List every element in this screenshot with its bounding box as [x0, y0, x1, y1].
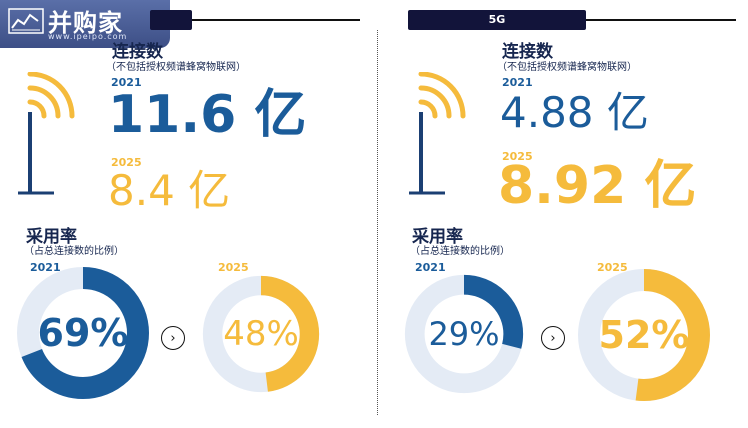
watermark-url: www.ipeipo.com — [48, 32, 128, 41]
wireless-signal-icon — [18, 72, 75, 195]
left-value-2025: 8.4 亿 — [108, 166, 231, 215]
left-adoption-label: 采用率 — [26, 227, 77, 247]
right-adoption-note: （占总连接数的比例） — [410, 246, 510, 257]
right-adoption-label: 采用率 — [412, 227, 463, 247]
right-ring-2021-value: 29% — [428, 315, 500, 353]
left-year-2025: 2025 — [111, 156, 142, 169]
left-connections-note: （不包括授权频谱蜂窝物联网） — [106, 62, 246, 73]
left-value-2021: 11.6 亿 — [108, 85, 307, 145]
left-header-rule — [192, 19, 360, 21]
right-ring-2021-year: 2021 — [415, 261, 446, 274]
ring-progress-arc — [578, 269, 710, 401]
left-ring-2021: 69% — [16, 266, 150, 400]
left-ring-2025: 48% — [202, 275, 320, 393]
right-year-2021: 2021 — [502, 76, 533, 89]
left-section-tag — [150, 10, 192, 30]
left-ring-2021-year: 2021 — [30, 261, 61, 274]
right-ring-2025-year: 2025 — [597, 261, 628, 274]
right-connections-note: （不包括授权频谱蜂窝物联网） — [497, 62, 637, 73]
left-year-2021: 2021 — [111, 76, 142, 89]
right-ring-2021: 29% — [404, 274, 524, 394]
right-ring-2025: 52% — [577, 268, 711, 402]
ring-progress-arc — [17, 267, 149, 399]
watermark-banner: 并购家 www.ipeipo.com — [0, 0, 170, 48]
left-ring-2025-value: 48% — [223, 314, 299, 354]
ring-progress-arc — [202, 275, 320, 393]
left-ring-2021-value: 69% — [37, 311, 129, 355]
right-value-2025: 8.92 亿 — [498, 156, 697, 216]
watermark-brand: 并购家 — [48, 9, 123, 37]
right-chevron-right-icon: › — [541, 326, 565, 350]
right-connections-label: 连接数 — [502, 42, 553, 62]
right-header-rule — [586, 19, 736, 21]
wireless-signal-icon — [409, 72, 466, 195]
right-ring-2025-value: 52% — [598, 313, 690, 357]
ring-progress-arc — [404, 274, 524, 394]
column-divider — [377, 30, 378, 415]
left-chevron-right-icon: › — [161, 326, 185, 350]
left-adoption-note: （占总连接数的比例） — [24, 246, 124, 257]
right-year-2025: 2025 — [502, 150, 533, 163]
right-section-tag: 5G — [408, 10, 586, 30]
chart-logo-icon — [8, 8, 44, 34]
right-value-2021: 4.88 亿 — [500, 88, 649, 137]
left-connections-label: 连接数 — [112, 42, 163, 62]
left-ring-2025-year: 2025 — [218, 261, 249, 274]
